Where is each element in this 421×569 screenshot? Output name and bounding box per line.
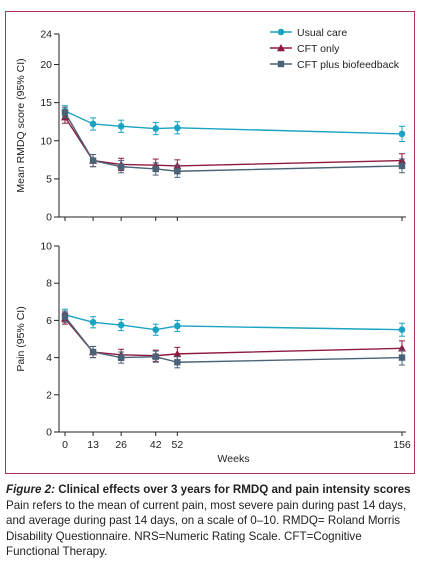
rmdq-data-point <box>398 162 406 170</box>
pain-x-tick-label: 42 <box>150 439 162 451</box>
legend-marker <box>277 44 285 52</box>
pain-y-tick-label: 0 <box>46 427 52 439</box>
legend-label: Usual care <box>297 27 347 39</box>
pain-data-point <box>117 354 125 361</box>
rmdq-panel: 0 5 10 15 20 24 Mean RMDQ score (95% CI) Usual … <box>15 27 406 224</box>
rmdq-data-point <box>61 109 69 116</box>
rmdq-y-tick-label: 20 <box>40 59 52 71</box>
caption-figure-label: Figure 2: <box>6 483 55 496</box>
pain-data-point <box>152 353 159 360</box>
rmdq-data-point <box>89 120 97 128</box>
pain-data-point <box>152 326 160 334</box>
rmdq-series-line <box>64 110 403 135</box>
rmdq-data-point <box>89 157 97 164</box>
pain-series-line <box>64 314 403 331</box>
pain-data-point <box>174 359 181 366</box>
pain-series-cft-plus-biofeedback <box>61 310 406 369</box>
rmdq-data-point <box>117 122 125 130</box>
pain-x-tick-label: 26 <box>115 439 127 451</box>
pain-data-point <box>89 318 97 326</box>
pain-data-point <box>89 348 97 356</box>
rmdq-y-tick-label: 10 <box>40 135 52 147</box>
pain-data-point <box>173 349 182 358</box>
legend-label: CFT plus biofeedback <box>297 59 400 71</box>
rmdq-series-cft-only <box>61 110 406 173</box>
rmdq-y-tick-label: 0 <box>46 212 52 224</box>
pain-data-point <box>174 322 181 330</box>
pain-y-tick-label: 6 <box>46 315 52 327</box>
pain-x-axis-title: Weeks <box>218 453 250 465</box>
pain-series-usual-care <box>61 308 406 337</box>
caption-heading: Clinical effects over 3 years for RMDQ a… <box>54 483 411 496</box>
rmdq-data-point <box>174 168 181 175</box>
rmdq-data-point <box>152 125 160 132</box>
pain-x-tick-label: 156 <box>393 439 411 451</box>
rmdq-data-point <box>152 165 159 173</box>
rmdq-series-line <box>64 112 403 172</box>
rmdq-series-line <box>64 116 403 167</box>
legend-marker <box>277 60 285 68</box>
rmdq-y-tick-label: 5 <box>46 173 52 185</box>
pain-data-point <box>61 313 69 320</box>
rmdq-series-usual-care <box>61 105 406 143</box>
pain-y-tick-label: 10 <box>40 241 52 253</box>
figure-frame: 0 5 10 15 20 24 Mean RMDQ score (95% CI) Usual … <box>5 11 415 474</box>
pain-series-line <box>64 316 403 363</box>
pain-x-tick-label: 52 <box>171 439 183 451</box>
legend-marker <box>277 28 285 36</box>
pain-x-tick-label: 13 <box>87 439 99 451</box>
pain-y-tick-label: 8 <box>46 278 52 290</box>
legend-label: CFT only <box>297 43 340 55</box>
caption-body: Pain refers to the mean of current pain,… <box>6 498 407 559</box>
pain-panel: 0 2 4 6 8 10 0 13 26 42 52 156 Pain (95% CI) Weeks <box>15 241 411 466</box>
pain-y-tick-label: 2 <box>46 389 52 401</box>
pain-data-point <box>398 326 406 334</box>
pain-y-axis-title: Pain (95% CI) <box>15 306 27 371</box>
pain-data-point <box>117 321 125 329</box>
rmdq-y-axis-title: Mean RMDQ score (95% CI) <box>15 58 27 192</box>
pain-data-point <box>398 354 406 361</box>
rmdq-data-point <box>398 130 406 138</box>
pain-y-tick-label: 4 <box>46 352 52 364</box>
pain-series-cft-only <box>61 312 406 362</box>
legend: Usual care CFT only CFT plus biofeedback <box>270 27 400 71</box>
pain-x-tick-label: 0 <box>62 439 68 451</box>
rmdq-data-point <box>174 124 181 132</box>
rmdq-y-tick-label: 15 <box>40 97 52 109</box>
rmdq-y-tick-label: 24 <box>40 29 52 41</box>
rmdq-series-cft-plus-biofeedback <box>61 106 406 178</box>
rmdq-data-point <box>117 163 125 170</box>
figure-caption: Figure 2: Clinical effects over 3 years … <box>6 482 416 560</box>
